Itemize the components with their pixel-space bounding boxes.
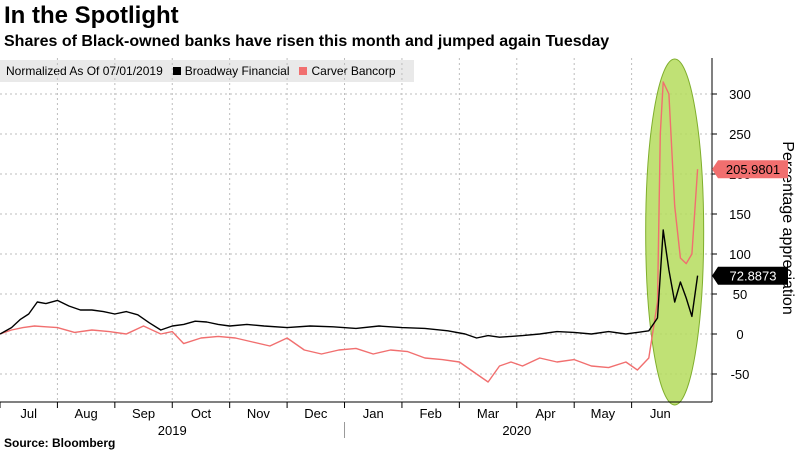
x-tick-label: May <box>591 406 616 421</box>
y-tick-label: 150 <box>729 207 751 222</box>
y-tick-label: 250 <box>729 127 751 142</box>
highlight-group <box>645 58 705 406</box>
y-tick-label: 300 <box>729 87 751 102</box>
series-group <box>0 81 699 383</box>
highlight-ellipse <box>645 58 705 406</box>
legend-label-carver: Carver Bancorp <box>311 64 396 78</box>
y-tick-label: 50 <box>733 287 747 302</box>
x-tick-label: Sep <box>132 406 155 421</box>
x-year-label: 2020 <box>502 423 531 438</box>
x-tick-label: Dec <box>304 406 328 421</box>
last-value-badge-carver-bancorp: 205.9801 <box>712 160 788 179</box>
x-tick-label: Oct <box>191 406 212 421</box>
legend: Normalized As Of 07/01/2019 Broadway Fin… <box>0 60 414 82</box>
x-tick-label: Nov <box>247 406 271 421</box>
y-axis-label: Percentage appreciation <box>779 141 796 314</box>
badges-group: 72.8873 205.9801 <box>712 160 788 285</box>
x-tick-label: Jan <box>363 406 384 421</box>
x-year-label: 2019 <box>158 423 187 438</box>
axes-group: 300 250 200 150 100 50 0 -50 Jul Aug Sep Oct Nov Dec J… <box>0 58 796 438</box>
y-tick-label: -50 <box>731 367 750 382</box>
x-tick-label: Mar <box>477 406 500 421</box>
chart-title: In the Spotlight <box>4 2 179 29</box>
series-line-carver-bancorp <box>0 81 699 383</box>
badge-value: 205.9801 <box>726 162 780 177</box>
badge-value: 72.8873 <box>730 269 777 284</box>
series-line-broadway-financial <box>0 229 699 339</box>
x-tick-label: Jun <box>650 406 671 421</box>
chart-subtitle: Shares of Black-owned banks have risen t… <box>4 33 610 50</box>
source-note: Source: Bloomberg <box>4 436 116 450</box>
y-tick-label: 0 <box>736 327 743 342</box>
y-tick-label: 200 <box>729 167 751 182</box>
legend-swatch-broadway <box>172 67 181 75</box>
badge-shape <box>712 160 788 179</box>
grid <box>0 58 712 402</box>
legend-swatch-carver <box>299 67 308 75</box>
y-tick-label: 100 <box>729 247 751 262</box>
x-tick-label: Apr <box>535 406 556 421</box>
legend-note: Normalized As Of 07/01/2019 <box>6 64 163 78</box>
x-tick-label: Jul <box>20 406 37 421</box>
badge-shape <box>712 266 788 285</box>
x-tick-label: Aug <box>75 406 98 421</box>
last-value-badge-broadway-financial: 72.8873 <box>712 266 788 285</box>
legend-label-broadway: Broadway Financial <box>184 64 290 78</box>
x-tick-label: Feb <box>419 406 441 421</box>
